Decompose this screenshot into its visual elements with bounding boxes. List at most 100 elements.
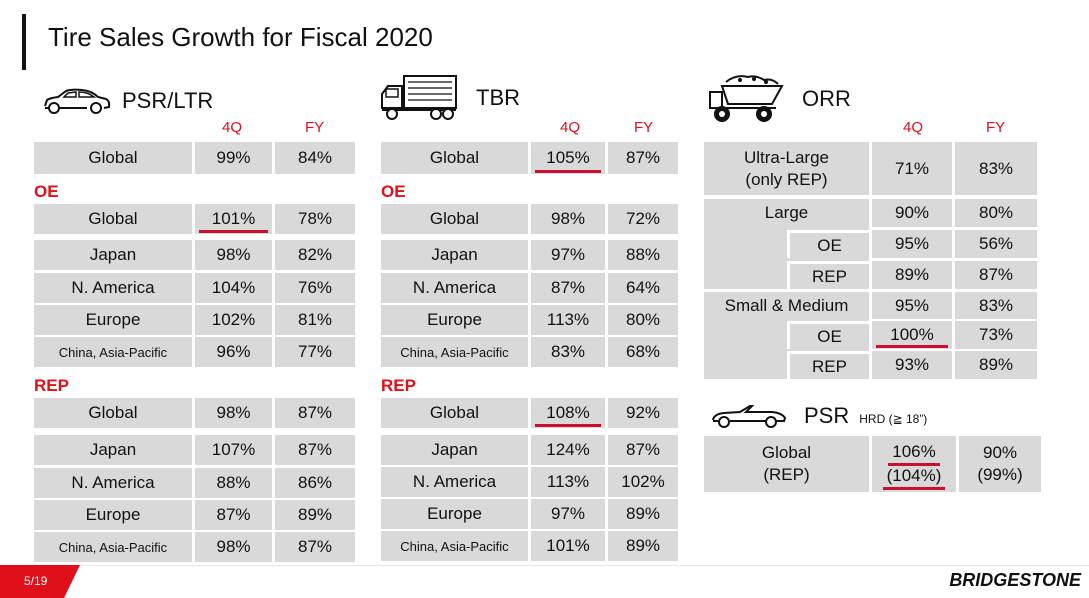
q4-value: 98%: [195, 532, 272, 562]
orr-ultra-row: Ultra-Large (only REP) 71% 83%: [704, 142, 1040, 195]
highlight-underline: [535, 424, 601, 427]
tbr-rep-row: Europe 97% 89%: [381, 499, 681, 529]
row-label: Global: [381, 398, 528, 428]
q4-value: 102%: [195, 305, 272, 335]
brand-logo: BRIDGESTONE: [949, 570, 1081, 590]
fy-value: 88%: [608, 240, 678, 270]
q4-value: 88%: [195, 468, 272, 498]
psr-rep-row: Europe 87% 89%: [34, 500, 358, 530]
q4-value: 87%: [195, 500, 272, 530]
tbr-col-fy: FY: [634, 119, 654, 136]
row-label: N. America: [34, 468, 192, 498]
highlight-underline: [199, 230, 268, 233]
q4-value: 101%: [195, 204, 272, 234]
fy-value: 92%: [608, 398, 678, 428]
q4-value: 105%: [531, 142, 605, 174]
orr-large-rep-q4: 89%: [872, 261, 952, 289]
orr-small-q4: 95%: [872, 292, 952, 319]
psr-header: PSR/LTR: [42, 86, 213, 116]
car-icon: [42, 86, 112, 116]
row-label: Global: [34, 142, 192, 174]
orr-col-fy: FY: [986, 119, 1006, 136]
row-label: Europe: [381, 499, 528, 529]
q4-value: 104%: [195, 273, 272, 303]
truck-icon: [380, 74, 460, 122]
row-label: Global: [34, 398, 192, 428]
orr-small-rep-q4: 93%: [872, 351, 952, 379]
row-label: Europe: [381, 305, 528, 335]
fy-value: 89%: [275, 500, 355, 530]
tbr-col-4q: 4Q: [560, 119, 581, 136]
psr-oe-row: Global 101% 78%: [34, 204, 358, 234]
orr-label: ORR: [802, 86, 851, 111]
orr-small-rep-fy: 89%: [955, 351, 1037, 379]
q4-value: 83%: [531, 337, 605, 367]
fy-value: 89%: [608, 531, 678, 561]
psr-oe-label: OE: [34, 182, 59, 201]
psr-rep-row: Japan 107% 87%: [34, 435, 358, 465]
page-number: 5/19: [24, 574, 48, 588]
highlight-underline: [888, 463, 940, 466]
fy-value: 102%: [608, 467, 678, 497]
row-label: China, Asia-Pacific: [34, 337, 192, 367]
psr-global-row: Global 99% 84%: [34, 142, 358, 174]
fy-value: 90% (99%): [959, 436, 1041, 492]
tbr-oe-label: OE: [381, 182, 406, 201]
psr-col-fy: FY: [305, 119, 325, 136]
fy-value: 72%: [608, 204, 678, 234]
psr-hrd-header: PSR HRD (≧ 18”): [710, 402, 927, 430]
orr-large-oe-fy: 56%: [955, 230, 1037, 258]
row-label: Global: [34, 204, 192, 234]
highlight-underline: [882, 487, 946, 490]
orr-small-rep-label: REP: [787, 351, 869, 379]
row-label: China, Asia-Pacific: [381, 337, 528, 367]
tbr-rep-row: Japan 124% 87%: [381, 435, 681, 465]
fy-value: 64%: [608, 273, 678, 303]
q4-value: 101%: [531, 531, 605, 561]
q4-value: 98%: [531, 204, 605, 234]
fy-value: 84%: [275, 142, 355, 174]
fy-value: 77%: [275, 337, 355, 367]
psr-rep-row: Global 98% 87%: [34, 398, 358, 428]
dump-truck-icon: [706, 74, 784, 124]
row-label: Europe: [34, 500, 192, 530]
row-label: China, Asia-Pacific: [381, 531, 528, 561]
psr-rep-label: REP: [34, 376, 69, 395]
q4-value: 107%: [195, 435, 272, 465]
q4-value: 113%: [531, 467, 605, 497]
q4-value: 98%: [195, 240, 272, 270]
row-label: Ultra-Large (only REP): [704, 142, 869, 195]
orr-small-fy: 83%: [955, 292, 1037, 319]
q4-value: 124%: [531, 435, 605, 465]
q4-value: 87%: [531, 273, 605, 303]
fy-value: 78%: [275, 204, 355, 234]
q4-value: 71%: [872, 142, 952, 195]
orr-col-4q: 4Q: [903, 119, 924, 136]
tbr-label: TBR: [476, 85, 520, 110]
fy-value: 87%: [608, 435, 678, 465]
orr-large-oe-q4: 95%: [872, 230, 952, 258]
fy-value: 81%: [275, 305, 355, 335]
orr-large-fy: 80%: [955, 199, 1037, 227]
psr-rep-row: N. America 88% 86%: [34, 468, 358, 498]
row-label: Japan: [381, 435, 528, 465]
fy-value: 82%: [275, 240, 355, 270]
fy-value: 89%: [608, 499, 678, 529]
q4-value: 106% (104%): [872, 436, 956, 492]
convertible-car-icon: [710, 402, 788, 430]
row-label: Japan: [34, 240, 192, 270]
orr-small-oe-label: OE: [787, 321, 869, 349]
q4-value: 113%: [531, 305, 605, 335]
row-label: Japan: [34, 435, 192, 465]
orr-large-oe-label: OE: [787, 230, 869, 258]
fy-value: 87%: [608, 142, 678, 174]
fy-value: 87%: [275, 532, 355, 562]
row-label: N. America: [34, 273, 192, 303]
q4-value: 96%: [195, 337, 272, 367]
tbr-rep-row: Global 108% 92%: [381, 398, 681, 428]
q4-value: 97%: [531, 499, 605, 529]
orr-large-rep-fy: 87%: [955, 261, 1037, 289]
tbr-oe-row: Global 98% 72%: [381, 204, 681, 234]
row-label: Global: [381, 142, 528, 174]
highlight-underline: [876, 345, 948, 348]
